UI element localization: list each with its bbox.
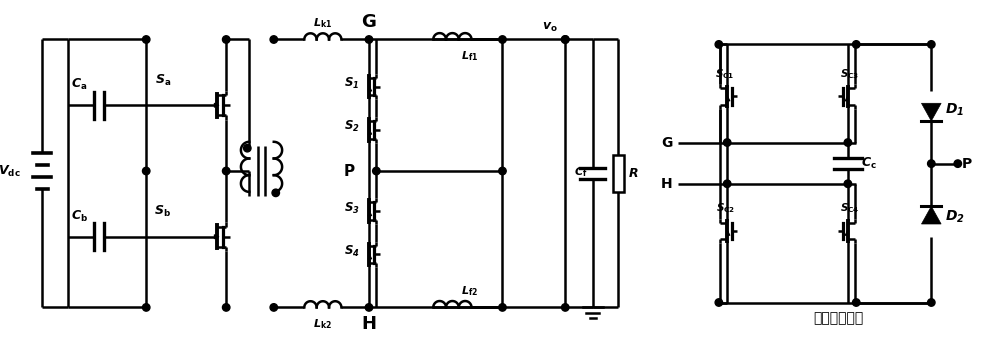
Circle shape [365,36,373,43]
Bar [613,155,624,192]
Text: $\bfit{V}_{\rm \bf dc}$: $\bfit{V}_{\rm \bf dc}$ [0,163,21,179]
Text: H: H [361,315,376,333]
Circle shape [270,304,278,311]
Circle shape [222,167,230,175]
Text: $\bfit{C}_{\rm \bf a}$: $\bfit{C}_{\rm \bf a}$ [71,77,88,92]
Text: $\bfit{S}_{\rm \bf C1}$: $\bfit{S}_{\rm \bf C1}$ [715,67,735,81]
Text: $\bfit{L}_{\rm \bf k1}$: $\bfit{L}_{\rm \bf k1}$ [313,16,332,30]
Circle shape [852,41,860,48]
Circle shape [244,144,251,152]
Text: $\bfit{D}_1$: $\bfit{D}_1$ [945,102,964,118]
Circle shape [272,189,279,197]
Text: $\bfit{v}_{\rm \bf o}$: $\bfit{v}_{\rm \bf o}$ [542,21,557,34]
Circle shape [365,304,373,311]
Text: $\bfit{S}_{\rm \bf C4}$: $\bfit{S}_{\rm \bf C4}$ [840,201,860,215]
Text: $\bfit{C}_{\rm \bf f}$: $\bfit{C}_{\rm \bf f}$ [574,166,588,179]
Text: 有源钳位电路: 有源钳位电路 [813,311,863,325]
Text: $\bfit{L}_{\rm \bf f2}$: $\bfit{L}_{\rm \bf f2}$ [461,284,479,298]
Circle shape [844,180,852,187]
Circle shape [373,167,380,175]
Circle shape [499,304,506,311]
Text: P: P [344,163,355,179]
Circle shape [928,160,935,167]
Circle shape [142,167,150,175]
Circle shape [270,36,278,43]
Text: H: H [661,177,672,191]
Circle shape [928,299,935,306]
Circle shape [222,36,230,43]
Text: G: G [661,135,672,149]
Circle shape [142,304,150,311]
Polygon shape [921,206,941,224]
Circle shape [954,160,962,167]
Text: $\bfit{S}_4$: $\bfit{S}_4$ [344,244,360,259]
Circle shape [499,167,506,175]
Circle shape [844,139,852,146]
Text: $\bfit{S}_{\rm \bf C2}$: $\bfit{S}_{\rm \bf C2}$ [716,201,735,215]
Text: $\bfit{S}_2$: $\bfit{S}_2$ [344,119,360,134]
Circle shape [562,36,569,43]
Circle shape [723,180,731,187]
Circle shape [562,304,569,311]
Text: $\bfit{S}_{\rm \bf b}$: $\bfit{S}_{\rm \bf b}$ [154,204,171,219]
Text: $\bfit{S}_1$: $\bfit{S}_1$ [344,76,360,91]
Text: $\bfit{S}_{\rm \bf C3}$: $\bfit{S}_{\rm \bf C3}$ [840,67,860,81]
Circle shape [715,41,723,48]
Circle shape [222,304,230,311]
Text: $\bfit{L}_{\rm \bf f1}$: $\bfit{L}_{\rm \bf f1}$ [461,49,479,63]
Text: $\bfit{C}_{\rm \bf b}$: $\bfit{C}_{\rm \bf b}$ [71,209,88,224]
Text: $\bfit{S}_3$: $\bfit{S}_3$ [344,201,360,216]
Text: $\bfit{L}_{\rm \bf k2}$: $\bfit{L}_{\rm \bf k2}$ [313,317,332,331]
Circle shape [723,139,731,146]
Circle shape [715,299,723,306]
Polygon shape [921,103,941,121]
Circle shape [499,36,506,43]
Text: $\bfit{D}_2$: $\bfit{D}_2$ [945,209,965,225]
Text: P: P [962,157,972,171]
Text: G: G [362,13,376,31]
Circle shape [142,36,150,43]
Circle shape [852,299,860,306]
Text: $\bfit{S}_{\rm \bf a}$: $\bfit{S}_{\rm \bf a}$ [155,73,171,88]
Circle shape [928,41,935,48]
Text: $\bfit{R}$: $\bfit{R}$ [628,167,639,180]
Text: $\bfit{C}_{\rm \bf c}$: $\bfit{C}_{\rm \bf c}$ [861,156,877,171]
Circle shape [562,36,569,43]
